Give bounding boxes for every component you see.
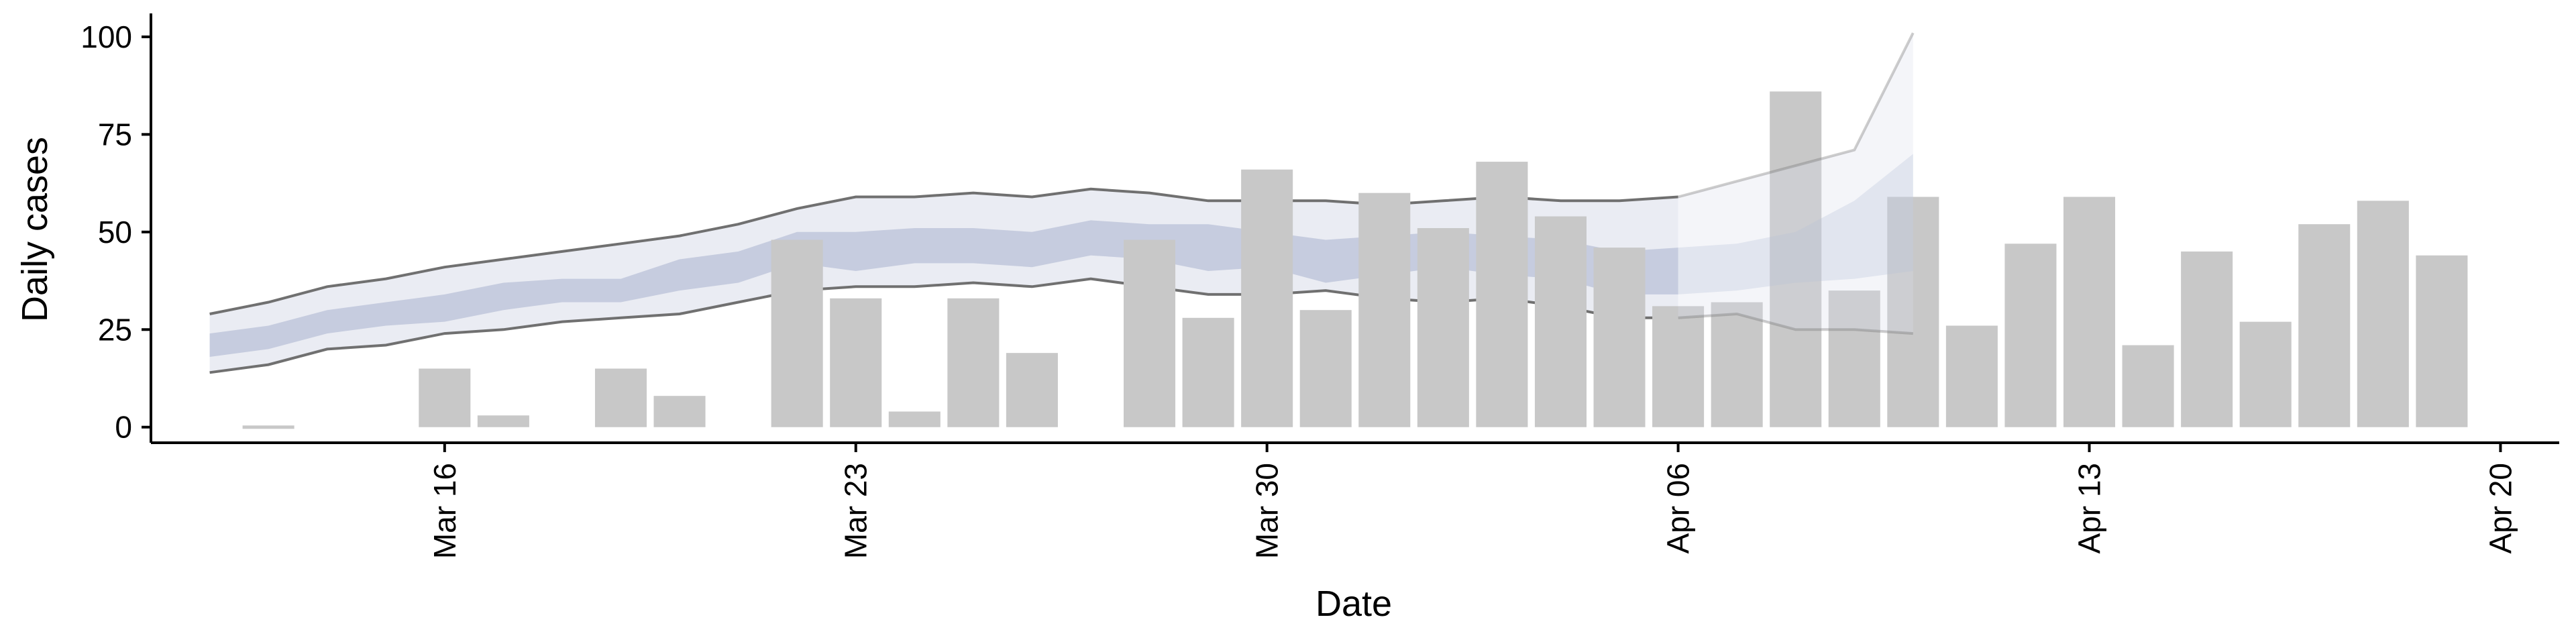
bar xyxy=(419,368,471,427)
y-tick-label: 50 xyxy=(98,215,132,250)
bar xyxy=(1945,325,1998,427)
bar xyxy=(1182,317,1234,427)
bar xyxy=(2239,321,2292,427)
estimate-band-50 xyxy=(209,220,1678,357)
bar xyxy=(771,239,823,427)
x-tick-label: Apr 06 xyxy=(1661,463,1696,554)
bar xyxy=(477,415,529,427)
forecast-bands-layer xyxy=(1678,32,1915,335)
bar xyxy=(1711,302,1763,427)
forecast-band-50 xyxy=(1678,154,1913,294)
bar xyxy=(2004,244,2057,427)
bar xyxy=(2122,345,2174,427)
bar xyxy=(653,396,706,427)
bars-layer xyxy=(242,91,2468,429)
y-tick-label: 75 xyxy=(98,117,132,152)
forecast-band-90 xyxy=(1678,33,1913,334)
bar xyxy=(2357,201,2409,427)
forecast-lower-line xyxy=(1678,312,1913,335)
bar xyxy=(2063,197,2116,427)
bar xyxy=(1476,162,1528,427)
bar xyxy=(1534,216,1587,427)
bar xyxy=(830,298,882,427)
x-tick-label: Apr 20 xyxy=(2483,463,2518,554)
bar xyxy=(1124,239,1176,427)
estimate-upper-line xyxy=(209,187,1678,315)
bar xyxy=(1770,91,1822,427)
bar xyxy=(1887,197,1939,427)
x-tick-label: Apr 13 xyxy=(2072,463,2107,554)
bar xyxy=(2298,224,2351,427)
bar xyxy=(1299,310,1352,427)
bar xyxy=(888,411,941,427)
bar xyxy=(594,368,647,427)
y-tick-label: 25 xyxy=(98,312,132,347)
y-axis-title: Daily cases xyxy=(15,137,55,322)
bar xyxy=(1593,248,1646,427)
bar xyxy=(947,298,1000,427)
forecast-upper-line xyxy=(1678,32,1915,199)
bar xyxy=(1241,169,1293,427)
axes-layer: 0 25 50 75 100 Mar 16 Mar 23 Mar 30 Apr 06 Apr 13… xyxy=(80,13,2559,559)
x-axis-title: Date xyxy=(1316,584,1392,624)
x-tick-label: Mar 23 xyxy=(839,463,873,559)
bar xyxy=(2181,251,2233,427)
bar xyxy=(1358,193,1411,427)
x-tick-label: Mar 30 xyxy=(1250,463,1285,559)
bar xyxy=(1417,228,1469,427)
bar xyxy=(1006,353,1058,427)
y-tick-label: 100 xyxy=(80,19,132,54)
estimate-band-90 xyxy=(209,189,1678,373)
bar xyxy=(2416,255,2468,427)
y-tick-label: 0 xyxy=(115,410,132,445)
bar xyxy=(1828,290,1880,427)
x-tick-label: Mar 16 xyxy=(427,463,462,559)
bar xyxy=(1652,306,1705,427)
